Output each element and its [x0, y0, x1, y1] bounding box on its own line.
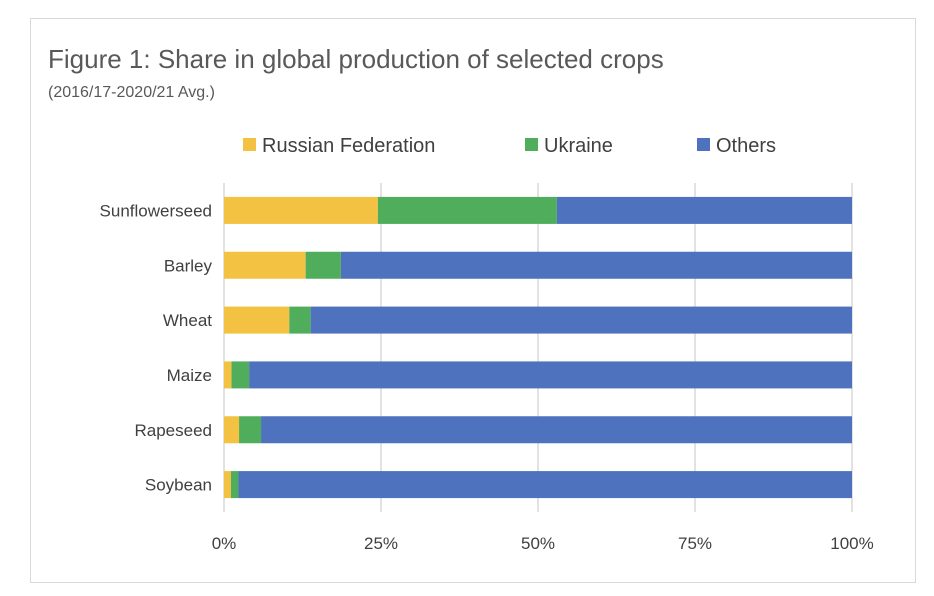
bar-segment-russian-federation	[224, 306, 290, 334]
bar-segment-others	[238, 471, 853, 499]
y-category-label: Barley	[164, 256, 213, 275]
bar-segment-ukraine	[305, 251, 341, 279]
y-category-label: Soybean	[145, 476, 212, 495]
y-category-label: Rapeseed	[134, 421, 212, 440]
chart-title: Figure 1: Share in global production of …	[48, 44, 664, 74]
bar-segment-ukraine	[231, 361, 250, 389]
bar-segment-ukraine	[230, 471, 239, 499]
x-tick-label: 100%	[830, 534, 873, 553]
bar-segment-others	[249, 361, 852, 389]
legend-label: Ukraine	[544, 135, 613, 157]
bar-segment-ukraine	[289, 306, 311, 334]
bar-segment-russian-federation	[224, 416, 240, 444]
bar-segment-ukraine	[239, 416, 262, 444]
chart-subtitle: (2016/17-2020/21 Avg.)	[48, 84, 215, 101]
legend-swatch	[243, 138, 256, 151]
legend-label: Others	[716, 135, 776, 157]
x-tick-label: 50%	[521, 534, 555, 553]
bar-segment-others	[556, 196, 852, 224]
y-category-label: Sunflowerseed	[100, 201, 212, 220]
x-tick-label: 75%	[678, 534, 712, 553]
bar-segment-russian-federation	[224, 196, 378, 224]
x-tick-label: 0%	[212, 534, 237, 553]
legend-swatch	[525, 138, 538, 151]
y-category-label: Maize	[167, 366, 212, 385]
bar-segment-others	[261, 416, 852, 444]
y-category-label: Wheat	[163, 311, 212, 330]
bar-segment-others	[340, 251, 852, 279]
legend-label: Russian Federation	[262, 135, 435, 157]
x-tick-label: 25%	[364, 534, 398, 553]
bar-segment-russian-federation	[224, 251, 306, 279]
bar-segment-russian-federation	[224, 361, 232, 389]
bar-segment-others	[310, 306, 852, 334]
legend-swatch	[697, 138, 710, 151]
bar-segment-ukraine	[377, 196, 557, 224]
bar-segment-russian-federation	[224, 471, 231, 499]
chart-frame	[30, 18, 916, 583]
